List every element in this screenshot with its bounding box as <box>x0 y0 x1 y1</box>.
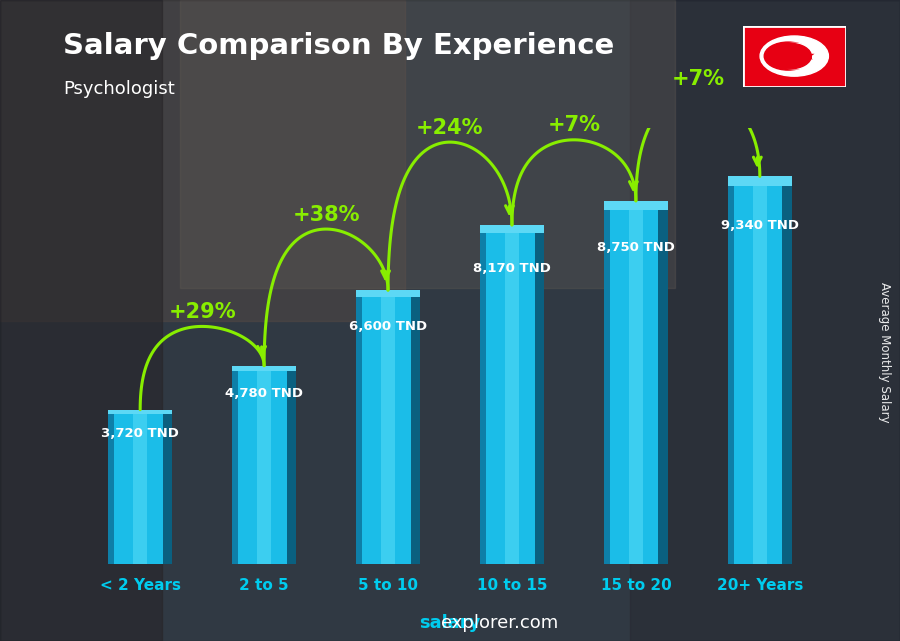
Circle shape <box>760 36 828 76</box>
Text: 9,340 TND: 9,340 TND <box>721 219 799 232</box>
Text: salary: salary <box>419 613 481 631</box>
Bar <box>630 0 900 641</box>
Text: +7%: +7% <box>671 69 724 89</box>
Text: +7%: +7% <box>547 115 600 135</box>
Text: ★: ★ <box>803 49 815 63</box>
Bar <box>180 0 675 288</box>
Bar <box>604 201 668 564</box>
Text: +29%: +29% <box>168 302 236 322</box>
Text: +24%: +24% <box>416 118 484 138</box>
Text: 3,720 TND: 3,720 TND <box>101 427 179 440</box>
Bar <box>659 201 668 564</box>
Text: Salary Comparison By Experience: Salary Comparison By Experience <box>63 32 614 60</box>
Bar <box>356 290 420 564</box>
Bar <box>108 410 173 564</box>
Circle shape <box>772 44 816 69</box>
Bar <box>232 365 239 564</box>
Bar <box>604 201 610 564</box>
Bar <box>480 225 544 233</box>
Text: 6,600 TND: 6,600 TND <box>349 320 427 333</box>
Bar <box>232 365 296 564</box>
Circle shape <box>768 44 811 69</box>
Bar <box>287 365 296 564</box>
Bar <box>629 201 643 564</box>
Text: 8,170 TND: 8,170 TND <box>473 262 551 275</box>
Bar <box>782 176 792 564</box>
Text: Average Monthly Salary: Average Monthly Salary <box>878 282 890 423</box>
Bar <box>480 225 486 564</box>
Bar <box>133 410 148 564</box>
Bar <box>535 225 544 564</box>
Text: explorer.com: explorer.com <box>440 613 558 631</box>
Bar <box>0 0 162 641</box>
Bar <box>752 176 767 564</box>
Bar <box>505 225 519 564</box>
Bar <box>410 290 420 564</box>
Bar <box>108 410 114 564</box>
Bar <box>727 176 792 186</box>
Bar <box>232 365 296 370</box>
Bar <box>727 176 734 564</box>
Text: +38%: +38% <box>292 204 360 225</box>
Bar <box>163 410 173 564</box>
Text: Psychologist: Psychologist <box>63 80 175 98</box>
Bar <box>356 290 420 297</box>
Bar <box>356 290 363 564</box>
Bar <box>257 365 271 564</box>
Bar <box>604 201 668 210</box>
Text: 8,750 TND: 8,750 TND <box>597 241 675 254</box>
Bar <box>727 176 792 564</box>
Bar <box>0 0 405 320</box>
Bar <box>381 290 395 564</box>
Bar <box>480 225 544 564</box>
Circle shape <box>764 42 812 70</box>
Text: 4,780 TND: 4,780 TND <box>225 387 303 401</box>
Bar <box>108 410 173 413</box>
